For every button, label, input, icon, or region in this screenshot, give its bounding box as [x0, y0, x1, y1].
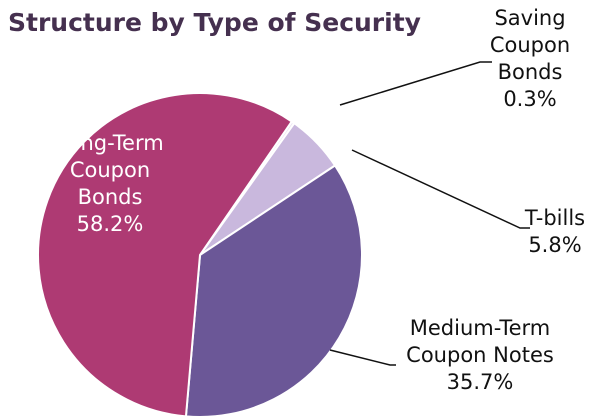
pie-slice [37, 92, 294, 418]
category-label: Medium-Term Coupon Notes [406, 316, 554, 367]
value-label: 5.8% [528, 233, 582, 257]
category-label: Long-Term Coupon Bonds [56, 131, 164, 209]
pie-slice [184, 164, 363, 418]
chart-title: Structure by Type of Security [8, 8, 421, 37]
value-label: 58.2% [76, 212, 144, 236]
slice-label: Medium-Term Coupon Notes 35.7% [385, 315, 575, 396]
category-label: Saving Coupon Bonds [489, 6, 571, 84]
pie [37, 92, 363, 418]
slice-label: Long-Term Coupon Bonds 58.2% [35, 130, 185, 238]
leader-line [339, 61, 492, 106]
slice-label: T-bills 5.8% [500, 205, 610, 259]
leader-line [329, 349, 396, 366]
slice-label: Saving Coupon Bonds 0.3% [460, 5, 600, 113]
value-label: 35.7% [446, 370, 514, 394]
category-label: T-bills [524, 206, 586, 230]
value-label: 0.3% [503, 87, 557, 111]
leader-line [351, 149, 530, 229]
